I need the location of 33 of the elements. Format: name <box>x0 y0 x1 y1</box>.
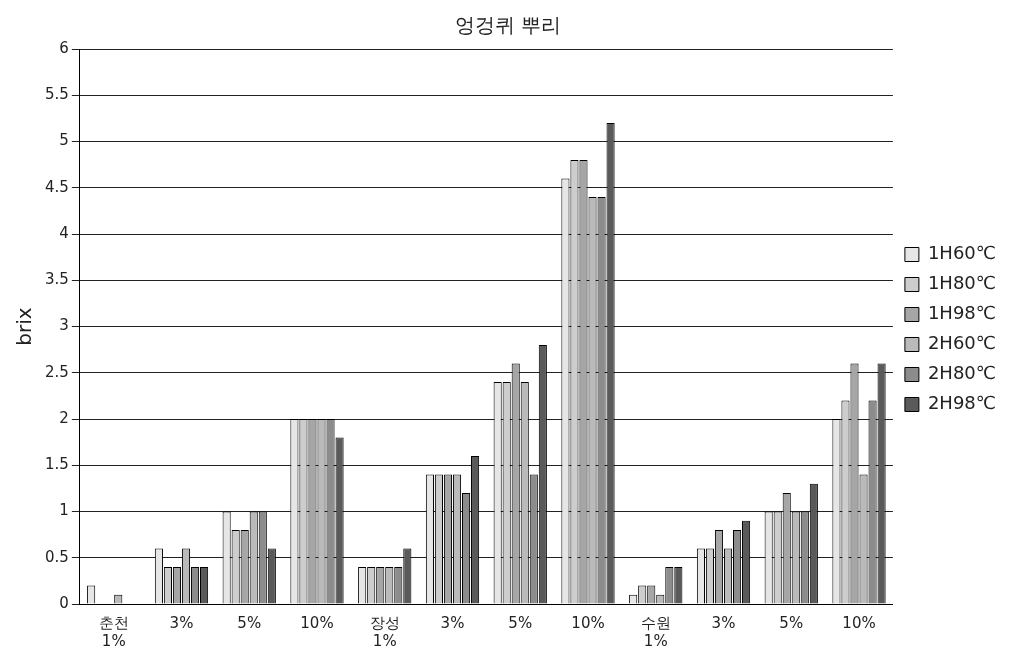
x-tick-label: 3% <box>711 613 736 632</box>
x-tick-label: 춘천 1% <box>98 613 129 650</box>
legend-label: 1H80℃ <box>927 272 996 294</box>
y-tick-label: 4 <box>59 223 69 242</box>
x-tick-label: 5% <box>779 613 804 632</box>
y-axis-title: brix <box>12 307 37 346</box>
x-tick-label: 10% <box>571 613 605 632</box>
y-tick-label: 0.5 <box>45 547 69 566</box>
x-tick-label: 수원 1% <box>640 613 671 650</box>
legend-label: 1H60℃ <box>927 242 996 264</box>
legend-label: 2H60℃ <box>927 332 996 354</box>
x-tick-label: 10% <box>300 613 334 632</box>
y-tick-label: 1.5 <box>45 455 69 474</box>
y-tick-label: 3 <box>59 316 69 335</box>
y-tick-label: 3.5 <box>45 270 69 289</box>
y-tick-label: 2.5 <box>45 362 69 381</box>
x-tick-label: 장성 1% <box>369 613 400 650</box>
y-tick-label: 2 <box>59 408 69 427</box>
x-tick-label: 5% <box>508 613 533 632</box>
x-tick-label: 5% <box>237 613 262 632</box>
legend-label: 2H98℃ <box>927 392 996 414</box>
x-tick-label: 3% <box>169 613 194 632</box>
chart-title: 엉겅퀴 뿌리 <box>454 13 562 38</box>
legend-label: 1H98℃ <box>927 302 996 324</box>
y-tick-label: 0 <box>59 593 69 612</box>
y-tick-label: 5 <box>59 131 69 150</box>
x-tick-label: 3% <box>440 613 465 632</box>
y-tick-label: 5.5 <box>45 85 69 104</box>
y-tick-label: 1 <box>59 501 69 520</box>
x-tick-label: 10% <box>842 613 876 632</box>
legend-label: 2H80℃ <box>927 362 996 384</box>
y-tick-label: 4.5 <box>45 177 69 196</box>
y-tick-label: 6 <box>59 38 69 57</box>
